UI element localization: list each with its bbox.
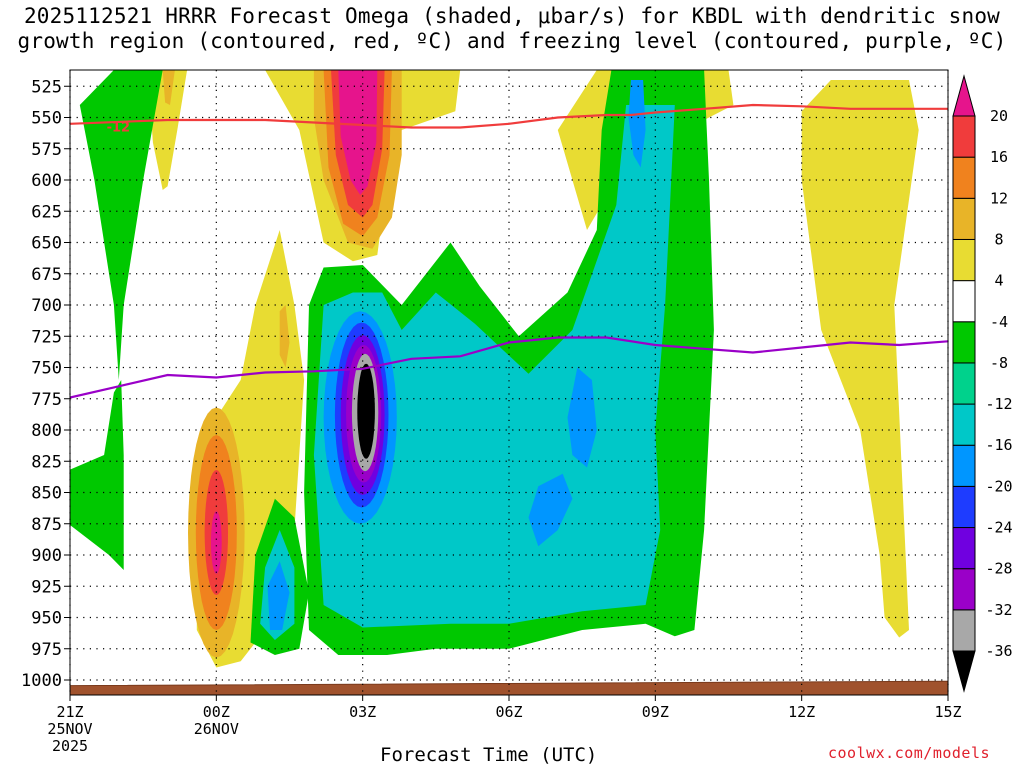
- colorbar-swatch: [952, 321, 976, 364]
- colorbar-swatch: [952, 568, 976, 611]
- colorbar-swatch: [952, 362, 976, 405]
- omega-fill-blue-04z: [267, 561, 290, 630]
- colorbar-swatch: [952, 485, 976, 529]
- colorbar-swatch: [952, 238, 976, 282]
- y-tick-label: 650: [31, 234, 62, 254]
- x-tick-label: 12Z: [788, 703, 815, 721]
- y-axis: 525 550 575 600 625 650 675 700 725 750 775 800 825 8…: [21, 77, 70, 691]
- y-tick-label: 750: [31, 359, 62, 379]
- colorbar-label: -16: [985, 436, 1012, 454]
- omega-fill-magenta-06z-upper: [338, 70, 378, 195]
- colorbar: -36 -32 -28 -24 -20 -16 -12 -8 -4 4 8 12 16 20: [952, 74, 1013, 693]
- colorbar-label: -4: [990, 313, 1008, 331]
- x-tick-label: 21Z: [56, 703, 83, 721]
- omega-fill-green-00z-lower: [70, 380, 124, 570]
- colorbar-label: -36: [985, 642, 1012, 660]
- omega-fill-blue-10z: [567, 367, 597, 468]
- freezing-level-contour: [70, 336, 948, 399]
- terrain-ground: [70, 680, 948, 695]
- y-tick-label: 1000: [21, 671, 62, 691]
- colorbar-swatch: [952, 444, 976, 487]
- omega-fill-blue-upper: [628, 80, 646, 168]
- omega-shading: [70, 70, 948, 695]
- colorbar-label: -28: [985, 560, 1012, 578]
- x-axis-label: Forecast Time (UTC): [380, 744, 598, 766]
- y-tick-label: 975: [31, 640, 62, 660]
- colorbar-swatch: [952, 609, 976, 652]
- y-tick-label: 625: [31, 202, 62, 222]
- omega-fill-magenta-03z: [211, 511, 222, 574]
- grid-lines: [69, 70, 949, 695]
- colorbar-label: -12: [985, 395, 1012, 413]
- y-tick-label: 925: [31, 577, 62, 597]
- y-tick-label: 575: [31, 140, 62, 160]
- colorbar-label: -8: [990, 354, 1008, 372]
- omega-fill-teal-main: [313, 105, 675, 628]
- colorbar-label: -32: [985, 601, 1012, 619]
- colorbar-swatch: [952, 527, 976, 570]
- colorbar-label: -24: [985, 519, 1012, 537]
- y-tick-label: 825: [31, 452, 62, 472]
- x-tick-label: 09Z: [642, 703, 669, 721]
- credit-text: coolwx.com/models: [828, 744, 991, 762]
- title-line-2: growth region (contoured, red, ºC) and f…: [17, 29, 1007, 53]
- x-tick-date: 26NOV: [194, 720, 239, 738]
- colorbar-label: 12: [990, 189, 1008, 207]
- omega-fill-green-00z: [79, 70, 163, 380]
- x-tick-label: 03Z: [349, 703, 376, 721]
- omega-fill-black-06z: [357, 363, 375, 459]
- colorbar-swatch: [952, 403, 976, 446]
- contour-lines: -12: [70, 103, 948, 399]
- colorbar-swatch: [952, 197, 976, 240]
- x-tick-year: 2025: [52, 737, 88, 755]
- colorbar-top-arrow: [952, 74, 976, 117]
- y-tick-label: 950: [31, 609, 62, 629]
- x-tick-label: 15Z: [934, 703, 961, 721]
- x-tick-date: 25NOV: [47, 720, 92, 738]
- title-line-1: 2025112521 HRRR Forecast Omega (shaded, …: [23, 4, 1001, 28]
- colorbar-label: 4: [994, 272, 1003, 290]
- contour-label: -12: [107, 120, 131, 135]
- colorbar-label: -20: [985, 477, 1012, 495]
- x-tick-label: 06Z: [495, 703, 522, 721]
- omega-fill-yellow-upper-left: [148, 70, 188, 190]
- y-tick-label: 700: [31, 296, 62, 316]
- y-tick-label: 550: [31, 109, 62, 129]
- y-tick-label: 850: [31, 484, 62, 504]
- y-tick-label: 525: [31, 77, 62, 97]
- dendritic-growth-contour: [70, 103, 948, 129]
- colorbar-swatch: [952, 115, 976, 158]
- y-tick-label: 800: [31, 421, 62, 441]
- y-tick-label: 775: [31, 390, 62, 410]
- omega-fill-amber-upper-left: [162, 70, 175, 105]
- y-tick-label: 600: [31, 171, 62, 191]
- colorbar-label: 8: [994, 230, 1003, 248]
- omega-fill-yellow-right: [801, 80, 919, 638]
- y-tick-label: 900: [31, 546, 62, 566]
- y-tick-label: 725: [31, 327, 62, 347]
- colorbar-label: 16: [990, 148, 1008, 166]
- chart-title: 2025112521 HRRR Forecast Omega (shaded, …: [0, 4, 1024, 54]
- colorbar-swatch: [952, 280, 976, 323]
- x-tick-label: 00Z: [203, 703, 230, 721]
- y-tick-label: 875: [31, 515, 62, 535]
- colorbar-label: 20: [990, 107, 1008, 125]
- y-tick-label: 675: [31, 265, 62, 285]
- omega-fill-amber-04z: [279, 305, 290, 368]
- colorbar-swatch: [952, 156, 976, 199]
- colorbar-bottom-arrow: [952, 650, 976, 693]
